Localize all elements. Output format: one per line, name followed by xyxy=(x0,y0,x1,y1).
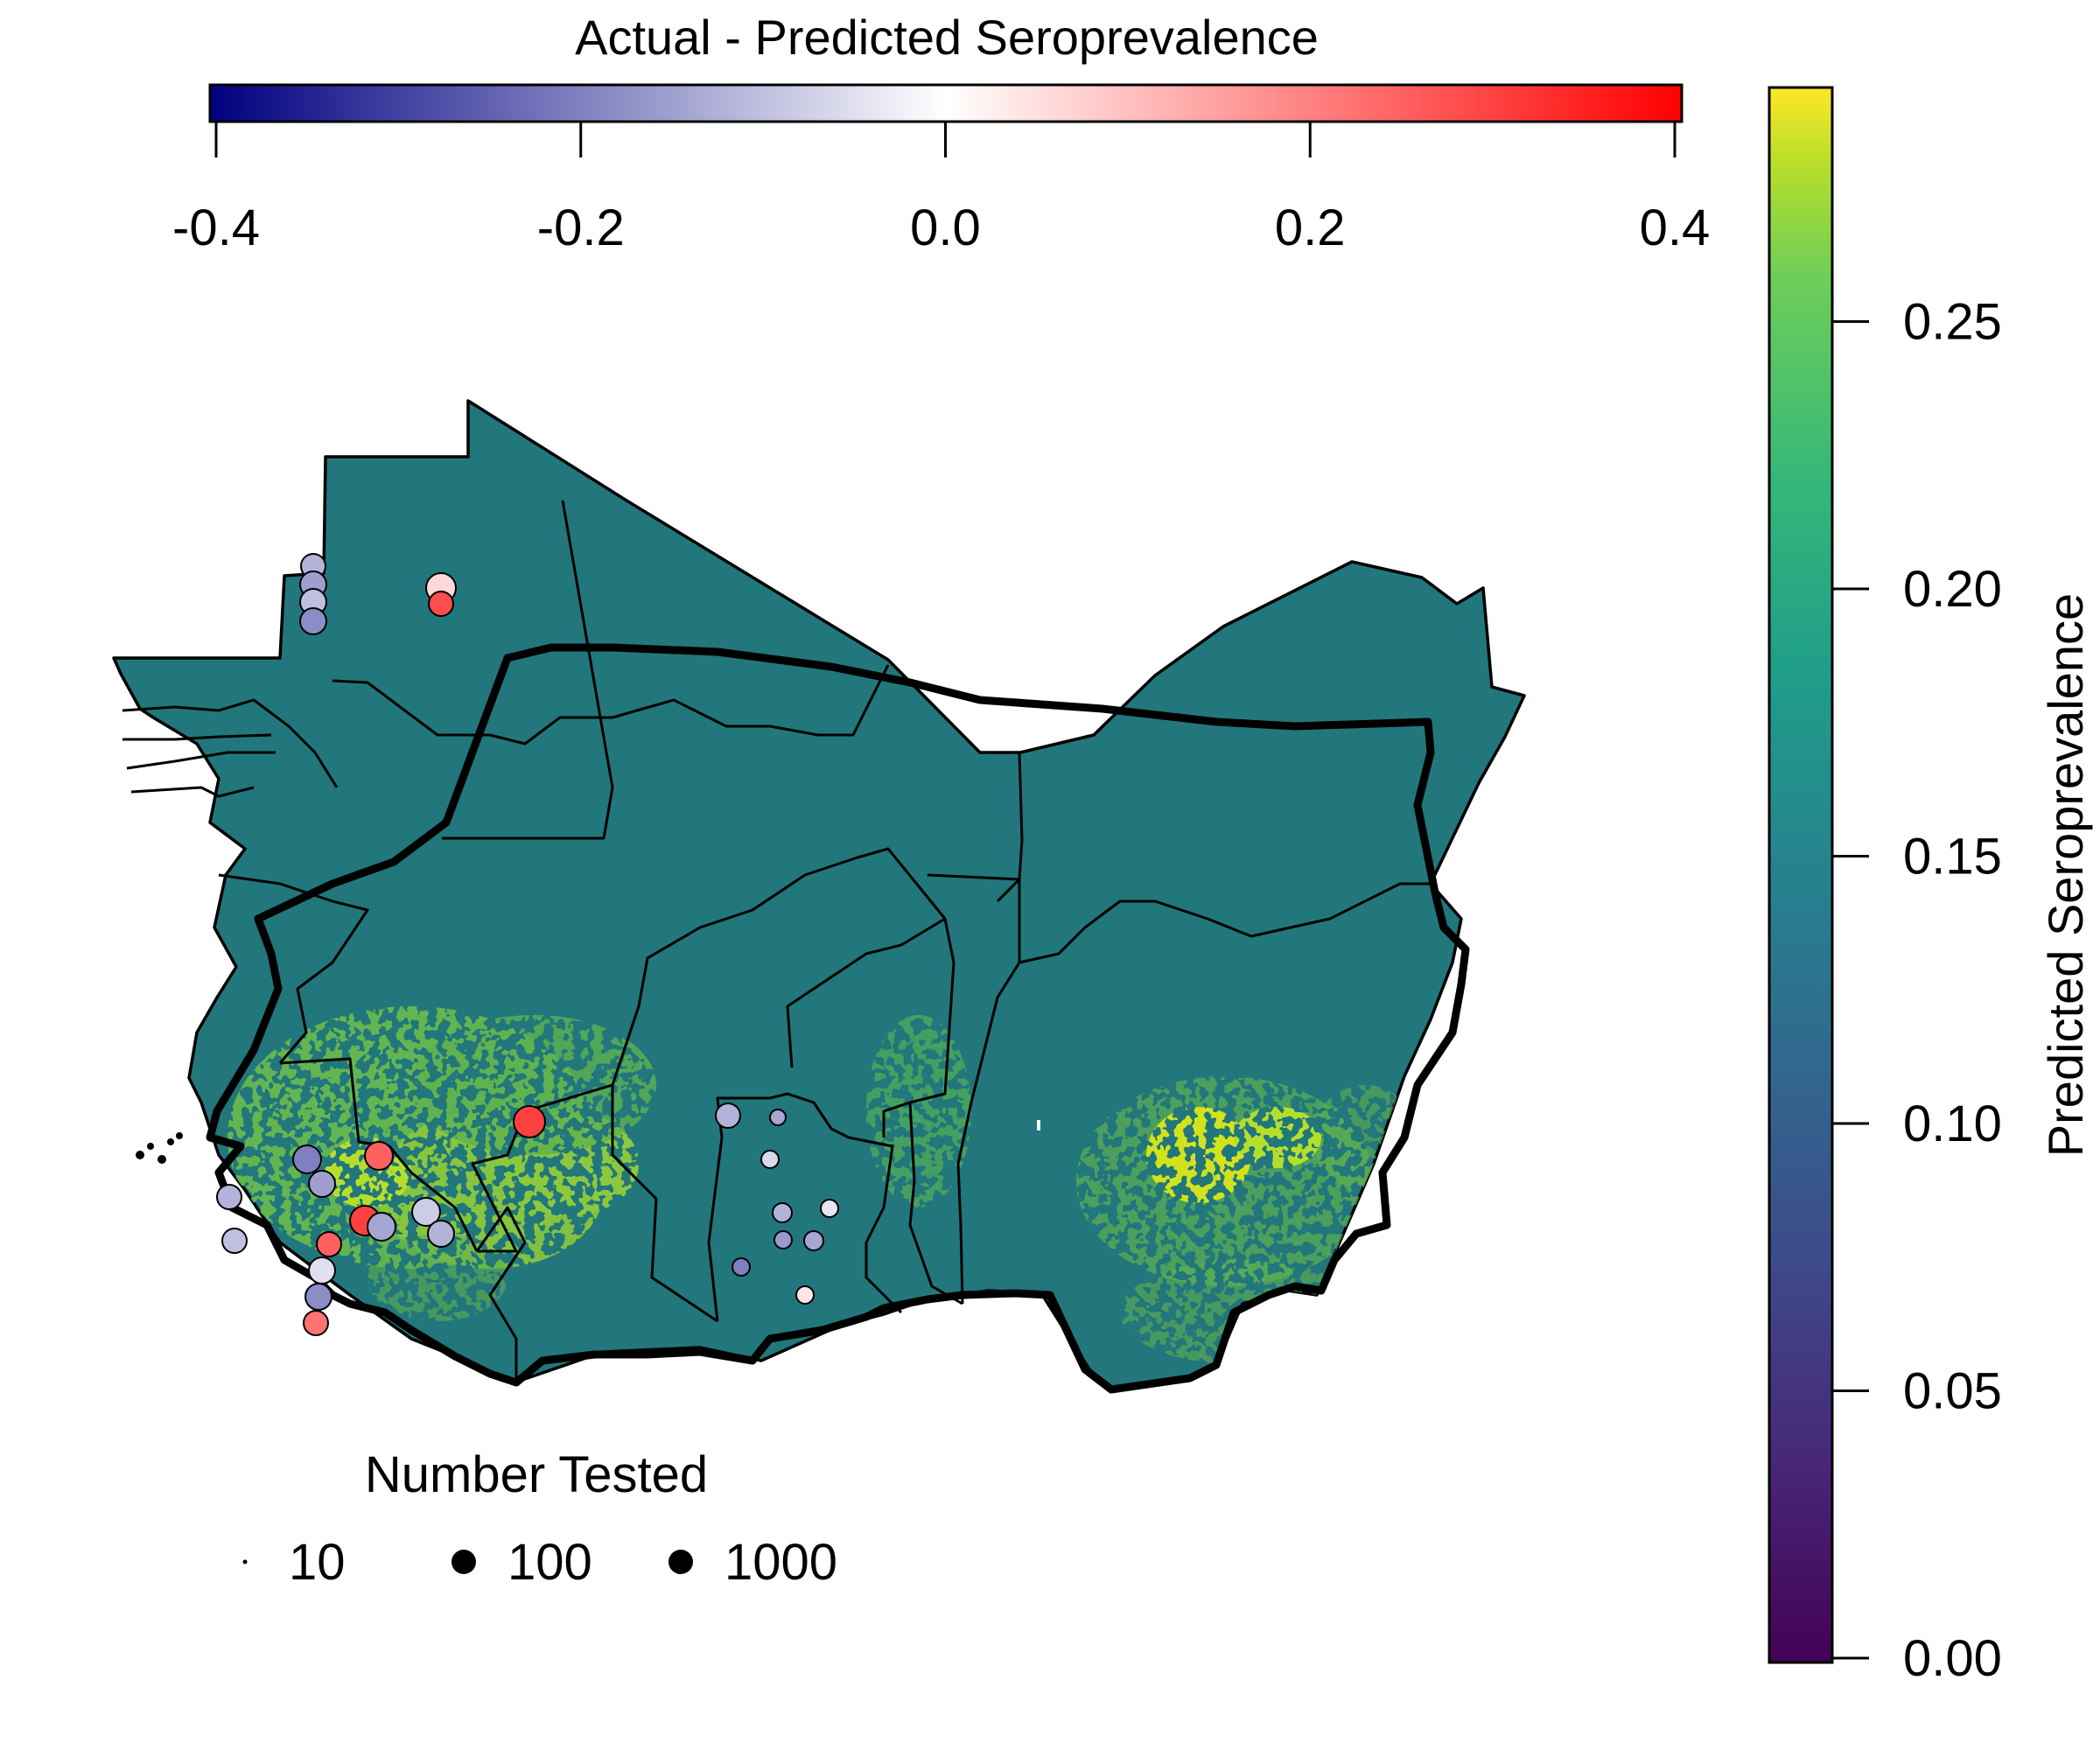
difference-colorbar xyxy=(208,83,1684,123)
survey-points xyxy=(216,553,839,1336)
size-legend: 10 100 1000 xyxy=(242,1534,837,1591)
difference-colorbar-title: Actual - Predicted Seroprevalence xyxy=(575,10,1319,65)
survey-point xyxy=(769,1109,787,1126)
seroprevalence-colorbar-title: Predicted Seroprevalence xyxy=(2038,593,2093,1157)
survey-point xyxy=(715,1102,741,1129)
survey-point xyxy=(732,1257,751,1277)
survey-point xyxy=(316,1231,342,1257)
seroprevalence-colorbar xyxy=(1768,86,1834,1664)
survey-point xyxy=(292,1144,322,1174)
difference-tick-label: 0.2 xyxy=(1275,200,1346,256)
survey-point xyxy=(795,1285,815,1305)
survey-point xyxy=(513,1105,546,1138)
size-legend-dot xyxy=(668,1550,693,1574)
lake-marker xyxy=(1037,1120,1040,1130)
survey-point xyxy=(308,1170,336,1198)
size-legend-dot xyxy=(452,1550,476,1574)
survey-point xyxy=(760,1150,780,1169)
survey-point xyxy=(428,591,454,617)
size-legend-label: 1000 xyxy=(724,1534,837,1591)
west-africa-map xyxy=(112,399,1526,1394)
seroprevalence-tick-label: 0.05 xyxy=(1903,1363,2002,1420)
seroprevalence-tick-label: 0.20 xyxy=(1903,561,2002,618)
size-legend-label: 100 xyxy=(508,1534,592,1591)
difference-tick-label: 0.0 xyxy=(910,200,981,256)
seroprevalence-tick-label: 0.10 xyxy=(1903,1096,2002,1152)
seroprevalence-tick-label: 0.15 xyxy=(1903,829,2002,886)
survey-point xyxy=(299,607,327,635)
survey-point xyxy=(803,1230,824,1251)
survey-point xyxy=(772,1202,793,1223)
size-legend-title: Number Tested xyxy=(365,1446,708,1503)
survey-point xyxy=(367,1212,396,1242)
coastal-islands xyxy=(136,1132,183,1164)
survey-point xyxy=(820,1199,839,1218)
survey-point xyxy=(304,1283,332,1311)
survey-point xyxy=(216,1184,242,1210)
survey-point xyxy=(221,1228,248,1254)
survey-point xyxy=(364,1141,394,1171)
seroprevalence-tick-label: 0.00 xyxy=(1903,1630,2002,1687)
survey-point xyxy=(303,1310,329,1336)
seroprevalence-colorbar-ticks: 0.00 0.05 0.10 0.15 0.20 0.25 xyxy=(1832,294,2002,1687)
size-legend-label: 10 xyxy=(289,1534,346,1591)
survey-point xyxy=(774,1230,793,1250)
size-legend-dot xyxy=(242,1559,248,1564)
survey-point xyxy=(427,1220,455,1248)
survey-point xyxy=(411,1197,441,1227)
survey-point xyxy=(308,1256,336,1284)
difference-tick-label: 0.4 xyxy=(1640,200,1711,256)
difference-tick-label: -0.2 xyxy=(537,200,625,256)
difference-tick-label: -0.4 xyxy=(172,200,260,256)
prevalence-raster xyxy=(228,1006,1418,1365)
difference-colorbar-ticks: -0.4 -0.2 0.0 0.2 0.4 xyxy=(172,122,1710,256)
seroprevalence-tick-label: 0.25 xyxy=(1903,294,2002,351)
